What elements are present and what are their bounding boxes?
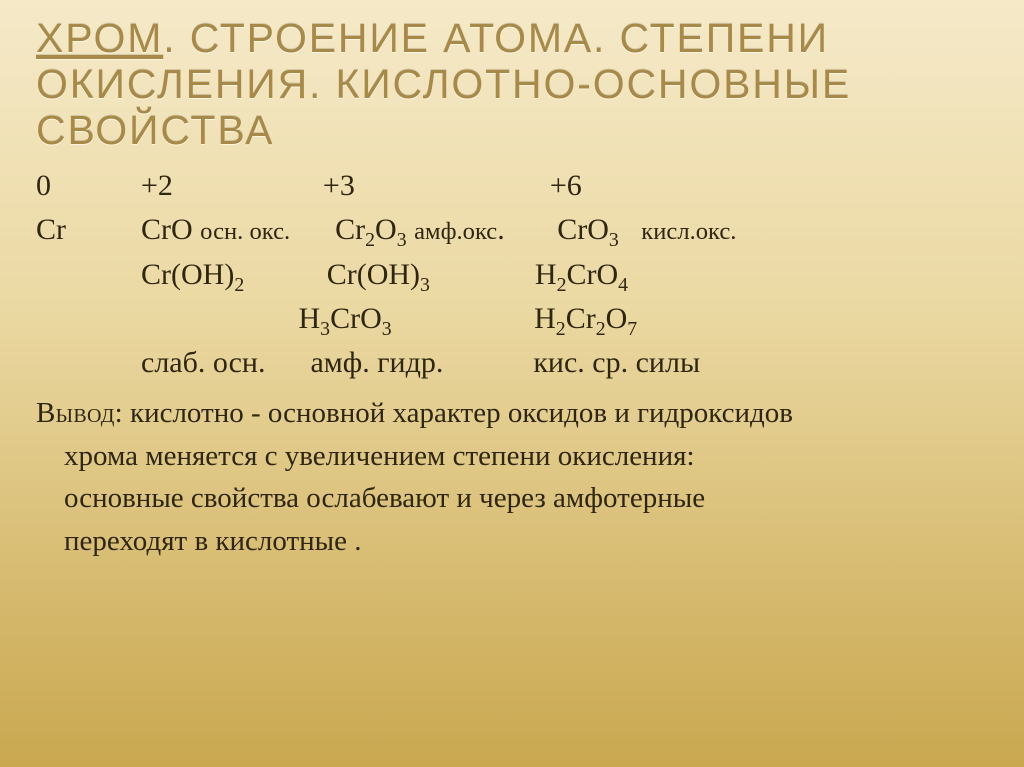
- cro-note: осн. окс.: [200, 218, 290, 245]
- conclusion-line1: Вывод: кислотно - основной характер окси…: [36, 392, 988, 435]
- h2cr2o7-sub2: 2: [596, 318, 606, 340]
- conclusion-text1: : кислотно - основной характер оксидов и…: [115, 397, 793, 429]
- char-basic: слаб. осн.: [141, 346, 265, 379]
- ox-0: 0: [36, 169, 51, 202]
- cro3-note: кисл.окс.: [641, 218, 736, 245]
- cro3: CrO: [557, 213, 609, 246]
- cr2o3-o: O: [375, 213, 397, 246]
- slide-content: 0 +2 +3 +6 Cr CrO осн. окс. Cr2O3 амф.ок…: [36, 164, 988, 564]
- hydroxides-row: Cr(OH)2 Cr(OH)3 H2CrO4: [36, 253, 988, 297]
- slide-title: ХРОМ. СТРОЕНИЕ АТОМА. СТЕПЕНИ ОКИСЛЕНИЯ.…: [36, 16, 988, 154]
- cr2o3-dot: .: [497, 213, 505, 246]
- cr2o3-sub1: 2: [365, 229, 375, 251]
- cr2o3-note: амф.окс: [414, 218, 497, 245]
- h2cro4-cro: CrO: [566, 258, 618, 291]
- h2cr2o7-sub1: 2: [556, 318, 566, 340]
- oxides-row: Cr CrO осн. окс. Cr2O3 амф.окс. CrO3 кис…: [36, 208, 988, 252]
- cro3-sub: 3: [609, 229, 619, 251]
- cr2o3-sub2: 3: [397, 229, 407, 251]
- title-line1-rest: . СТРОЕНИЕ АТОМА. СТЕПЕНИ: [163, 15, 829, 61]
- h3cro3-cro: CrO: [330, 302, 382, 335]
- conclusion-label: Вывод: [36, 397, 115, 429]
- cro: CrO: [141, 213, 200, 246]
- oxidation-states-row: 0 +2 +3 +6: [36, 164, 988, 208]
- title-line3: СВОЙСТВА: [36, 107, 274, 153]
- title-line2: ОКИСЛЕНИЯ. КИСЛОТНО-ОСНОВНЫЕ: [36, 61, 851, 107]
- title-underline: ХРОМ: [36, 15, 163, 61]
- croh3: Cr(OH): [327, 258, 420, 291]
- conclusion-line3: основные свойства ослабевают и через амф…: [36, 477, 988, 520]
- h2cro4-sub1: 2: [557, 274, 567, 296]
- character-row: слаб. осн. амф. гидр. кис. ср. силы: [36, 341, 988, 385]
- ox-3: +3: [323, 169, 355, 202]
- cr-element: Cr: [36, 213, 66, 246]
- conclusion-line2: хрома меняется с увеличением степени оки…: [36, 435, 988, 478]
- cr2o3-cr: Cr: [335, 213, 365, 246]
- croh2: Cr(OH): [141, 258, 234, 291]
- h3cro3-sub1: 3: [320, 318, 330, 340]
- h3cro3-sub2: 3: [382, 318, 392, 340]
- h2cr2o7-sub3: 7: [627, 318, 637, 340]
- h2cro4-sub2: 4: [618, 274, 628, 296]
- h2cr2o7-o: O: [606, 302, 628, 335]
- croh2-sub: 2: [234, 274, 244, 296]
- h2cr2o7-cr: Cr: [566, 302, 596, 335]
- acids-row: H3CrO3 H2Cr2O7: [36, 297, 988, 341]
- croh3-sub: 3: [420, 274, 430, 296]
- h3cro3-h: H: [299, 302, 321, 335]
- char-amph: амф. гидр.: [310, 346, 443, 379]
- ox-6: +6: [550, 169, 582, 202]
- h2cro4-h: H: [535, 258, 557, 291]
- char-acid: кис. ср. силы: [533, 346, 700, 379]
- ox-2: +2: [141, 169, 173, 202]
- h2cr2o7-h: H: [534, 302, 556, 335]
- conclusion-line4: переходят в кислотные .: [36, 520, 988, 563]
